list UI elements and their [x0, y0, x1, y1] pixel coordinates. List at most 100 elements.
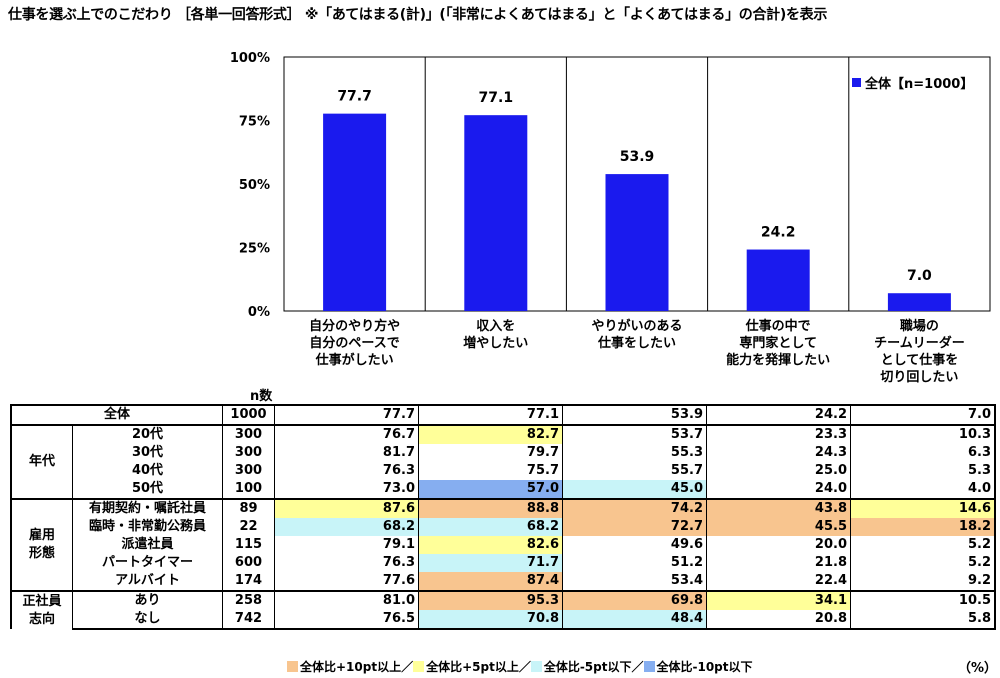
table-cell: 81.7: [274, 444, 419, 462]
category-label: 自分のやり方や 自分のペースで 仕事がしたい: [309, 319, 401, 368]
n-header: n数: [250, 389, 273, 404]
table-cell: 82.6: [418, 536, 563, 554]
category-label: 収入を 増やしたい: [463, 319, 529, 351]
highlight-label: 全体比+5pt以上／: [426, 660, 531, 674]
table-row: 30代 300 81.7 79.7 55.3 24.3 6.3: [11, 444, 996, 462]
table-row: 雇用 形態 有期契約・嘱託社員 89 87.6 88.8 74.2 43.8 14.6: [10, 498, 996, 591]
row-n: 1000: [222, 404, 275, 425]
table-row: 全体 1000 77.7 77.1 53.9 24.2 7.0: [10, 404, 996, 425]
table-row: 正社員 志向 あり 258 81.0 95.3 69.8 34.1 10.5: [10, 590, 996, 629]
table-cell: 55.3: [562, 444, 707, 462]
row-label: なし: [72, 610, 223, 630]
table-cell: 77.7: [274, 404, 419, 425]
table-cell: 76.7: [274, 424, 419, 444]
table-cell: 45.5: [706, 518, 851, 536]
table-row: 派遣社員 115 79.1 82.6 49.6 20.0 5.2: [11, 536, 996, 554]
y-tick-label: 100%: [230, 51, 270, 66]
row-label: 有期契約・嘱託社員: [72, 498, 223, 518]
table-row: 臨時・非常勤公務員 22 68.2 68.2 72.7 45.5 18.2: [11, 518, 996, 536]
row-n: 600: [222, 554, 275, 572]
row-n: 115: [222, 536, 275, 554]
group-label: 正社員 志向: [10, 590, 73, 629]
table-cell: 51.2: [562, 554, 707, 572]
table-cell: 34.1: [706, 590, 851, 610]
table-cell: 23.3: [706, 424, 851, 444]
legend-label: 全体【n=1000】: [865, 77, 974, 92]
table-cell: 55.7: [562, 462, 707, 480]
table-cell: 88.8: [418, 498, 563, 518]
table-cell: 76.5: [274, 610, 419, 630]
bar: [464, 115, 528, 311]
unit-label: （%）: [958, 661, 998, 676]
table-cell: 5.2: [850, 554, 996, 572]
table-cell: 6.3: [850, 444, 996, 462]
legend-swatch: [852, 78, 861, 87]
table-cell: 57.0: [418, 480, 563, 499]
table-cell: 20.0: [706, 536, 851, 554]
table-cell: 22.4: [706, 572, 851, 591]
highlight-swatch: [643, 661, 655, 672]
table-row: なし 742 76.5 70.8 48.4 20.8 5.8: [11, 610, 996, 630]
row-label: パートタイマー: [101, 555, 193, 570]
highlight-swatch: [530, 661, 542, 672]
table-row: アルバイト 174 77.6 87.4 53.4 22.4 9.2: [11, 572, 996, 591]
table-cell: 72.7: [562, 518, 707, 536]
y-tick-label: 25%: [239, 242, 270, 257]
bar-value-label: 24.2: [761, 225, 796, 241]
table-cell: 77.6: [274, 572, 419, 591]
row-n: 174: [222, 572, 275, 591]
category-label: やりがいのある 仕事をしたい: [591, 319, 683, 351]
row-label: アルバイト: [115, 573, 180, 588]
table-cell: 53.9: [562, 404, 707, 425]
bar: [887, 293, 951, 311]
page-title: 仕事を選ぶ上でのこだわり ［各単一回答形式］ ※「あてはまる(計)」(「非常によ…: [8, 7, 828, 23]
table-cell: 95.3: [418, 590, 563, 610]
row-label: 30代: [131, 445, 164, 460]
table-cell: 49.6: [562, 536, 707, 554]
group-label: 雇用 形態: [10, 498, 73, 591]
table-cell: 10.5: [850, 590, 996, 610]
table-cell: 5.2: [850, 536, 996, 554]
table-cell: 9.2: [850, 572, 996, 591]
row-n: 742: [222, 610, 275, 630]
highlight-label: 全体比-10pt以下: [656, 660, 753, 674]
table-cell: 18.2: [850, 518, 996, 536]
table-cell: 24.0: [706, 480, 851, 499]
row-n: 300: [222, 462, 275, 480]
table-cell: 73.0: [274, 480, 419, 499]
row-label: 40代: [131, 463, 164, 478]
table-cell: 75.7: [418, 462, 563, 480]
table-cell: 70.8: [418, 610, 563, 630]
table-cell: 48.4: [562, 610, 707, 630]
highlight-swatch: [413, 661, 425, 672]
bar-value-label: 7.0: [907, 268, 932, 284]
bar-chart: 100% 75% 50% 25% 0% 77.7 77.1 53.9 24.2 7.0: [230, 51, 991, 320]
table-cell: 69.8: [562, 590, 707, 610]
table-cell: 77.1: [418, 404, 563, 425]
table-row: パートタイマー 600 76.3 71.7 51.2 21.8 5.2: [11, 554, 996, 572]
table-cell: 87.6: [274, 498, 419, 518]
bar: [605, 174, 669, 311]
highlight-legend: 全体比+10pt以上／ 全体比+5pt以上／ 全体比-5pt以下／ 全体比-10pt以…: [287, 658, 753, 675]
table-cell: 7.0: [850, 404, 996, 425]
crosstab-table: 全体 1000 77.7 77.1 53.9 24.2 7.0 年代 20代 300 76.7 82.…: [10, 404, 996, 630]
table-cell: 87.4: [418, 572, 563, 591]
table-cell: 76.3: [274, 462, 419, 480]
row-label: 20代: [72, 424, 223, 444]
row-n: 300: [222, 444, 275, 462]
table-cell: 20.8: [706, 610, 851, 630]
group-label: 年代: [10, 424, 73, 499]
table-row: 年代 20代 300 76.7 82.7 53.7 23.3 10.3: [10, 424, 996, 499]
bar-value-label: 53.9: [620, 149, 655, 165]
table-row: 40代 300 76.3 75.7 55.7 25.0 5.3: [11, 462, 996, 480]
table-cell: 4.0: [850, 480, 996, 499]
row-n: 89: [222, 498, 275, 518]
bar-value-label: 77.7: [337, 89, 372, 105]
table-cell: 5.3: [850, 462, 996, 480]
table-cell: 82.7: [418, 424, 563, 444]
table-cell: 81.0: [274, 590, 419, 610]
table-cell: 10.3: [850, 424, 996, 444]
table-cell: 45.0: [562, 480, 707, 499]
row-n: 258: [222, 590, 275, 610]
table-cell: 24.3: [706, 444, 851, 462]
